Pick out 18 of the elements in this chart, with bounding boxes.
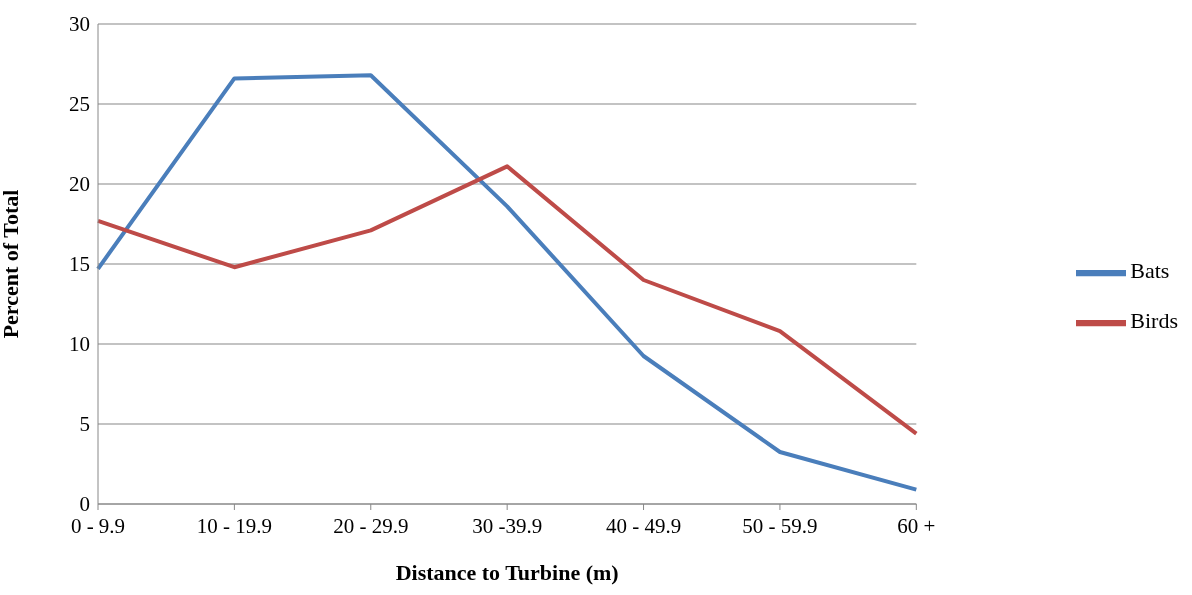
x-tick-label: 10 - 19.9 bbox=[196, 513, 273, 538]
x-tick-label: 50 - 59.9 bbox=[742, 513, 818, 538]
y-tick-label: 25 bbox=[69, 92, 90, 117]
y-tick-label: 5 bbox=[79, 412, 90, 437]
y-tick-label: 30 bbox=[69, 12, 90, 37]
legend-label: Bats bbox=[1130, 257, 1170, 283]
x-tick-label: 20 - 29.9 bbox=[333, 513, 409, 538]
y-axis-title: Percent of Total bbox=[0, 189, 23, 339]
line-series bbox=[96, 164, 919, 436]
y-tick-label: 15 bbox=[69, 252, 90, 277]
legend-label: Birds bbox=[1130, 307, 1178, 333]
x-axis-title: Distance to Turbine (m) bbox=[395, 560, 619, 585]
x-tick-label: 40 - 49.9 bbox=[605, 513, 682, 538]
y-tick-label: 10 bbox=[69, 332, 90, 357]
y-tick-label: 20 bbox=[69, 172, 90, 197]
line-series bbox=[96, 73, 919, 492]
x-tick-label: 60 + bbox=[897, 513, 936, 538]
x-tick-label: 30 -39.9 bbox=[472, 513, 543, 538]
